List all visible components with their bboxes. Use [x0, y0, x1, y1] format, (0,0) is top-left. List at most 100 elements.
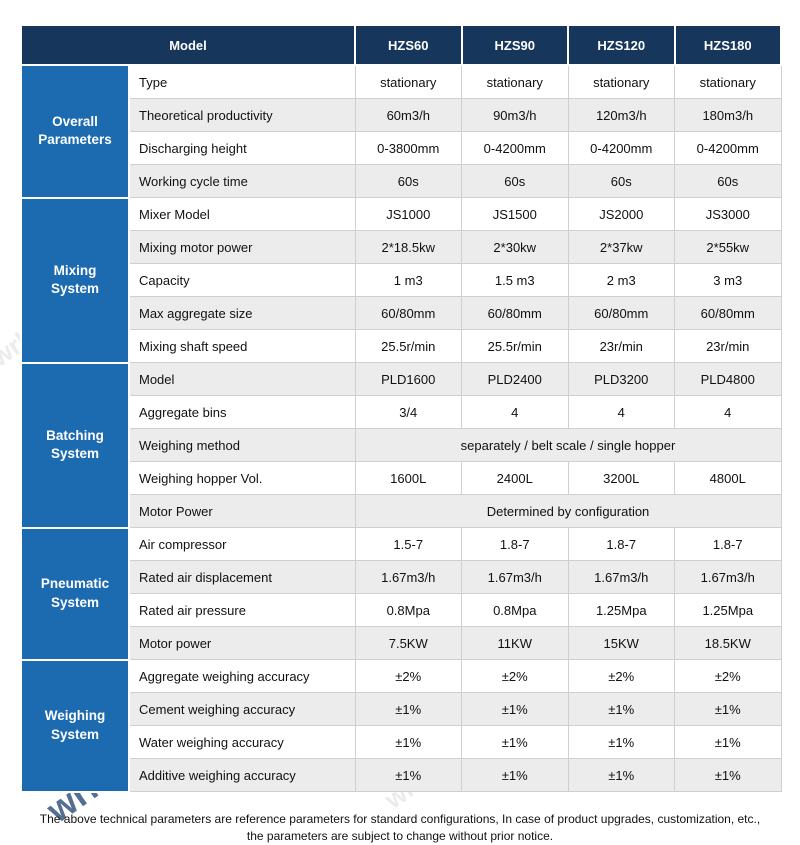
param-value: PLD2400: [462, 363, 569, 396]
param-label: Mixing motor power: [129, 231, 355, 264]
param-label: Working cycle time: [129, 165, 355, 198]
column-header-hzs60: HZS60: [355, 25, 462, 65]
param-value: 0-4200mm: [568, 132, 675, 165]
param-label: Cement weighing accuracy: [129, 693, 355, 726]
param-value: JS2000: [568, 198, 675, 231]
param-value: 60m3/h: [355, 99, 462, 132]
footer-note-line2: the parameters are subject to change wit…: [20, 828, 780, 845]
param-label: Max aggregate size: [129, 297, 355, 330]
param-value: 7.5KW: [355, 627, 462, 660]
param-value: ±1%: [462, 726, 569, 759]
param-label: Capacity: [129, 264, 355, 297]
param-value: stationary: [568, 65, 675, 99]
param-value: 1.67m3/h: [462, 561, 569, 594]
param-value: PLD3200: [568, 363, 675, 396]
table-row: Rated air displacement 1.67m3/h 1.67m3/h…: [21, 561, 781, 594]
param-value: stationary: [675, 65, 782, 99]
param-label: Additive weighing accuracy: [129, 759, 355, 792]
param-value: 0.8Mpa: [462, 594, 569, 627]
param-value-merged: separately / belt scale / single hopper: [355, 429, 781, 462]
param-value: JS1500: [462, 198, 569, 231]
param-value: JS1000: [355, 198, 462, 231]
param-value: 1.8-7: [462, 528, 569, 561]
param-label: Mixer Model: [129, 198, 355, 231]
table-row: Mixing motor power 2*18.5kw 2*30kw 2*37k…: [21, 231, 781, 264]
param-value: 3 m3: [675, 264, 782, 297]
param-value: ±1%: [568, 759, 675, 792]
param-label: Theoretical productivity: [129, 99, 355, 132]
table-row: Water weighing accuracy ±1% ±1% ±1% ±1%: [21, 726, 781, 759]
table-row: Discharging height 0-3800mm 0-4200mm 0-4…: [21, 132, 781, 165]
model-header-cell: Model: [21, 25, 355, 65]
table-row: Mixing System Mixer Model JS1000 JS1500 …: [21, 198, 781, 231]
param-value: ±2%: [462, 660, 569, 693]
param-value: 0-3800mm: [355, 132, 462, 165]
param-value: 2*55kw: [675, 231, 782, 264]
param-value: stationary: [462, 65, 569, 99]
param-label: Weighing method: [129, 429, 355, 462]
param-value: 0-4200mm: [462, 132, 569, 165]
param-value: 120m3/h: [568, 99, 675, 132]
param-value: 1.5-7: [355, 528, 462, 561]
table-row: Capacity 1 m3 1.5 m3 2 m3 3 m3: [21, 264, 781, 297]
param-value: 1600L: [355, 462, 462, 495]
param-value: 60/80mm: [675, 297, 782, 330]
param-value: 4: [462, 396, 569, 429]
param-value: 60/80mm: [355, 297, 462, 330]
footer-note-line1: The above technical parameters are refer…: [20, 811, 780, 828]
param-label: Motor power: [129, 627, 355, 660]
group-overall-parameters: Overall Parameters: [21, 65, 129, 198]
table-row: Max aggregate size 60/80mm 60/80mm 60/80…: [21, 297, 781, 330]
param-value: 1.5 m3: [462, 264, 569, 297]
param-label: Motor Power: [129, 495, 355, 528]
param-value: 3200L: [568, 462, 675, 495]
table-row: Mixing shaft speed 25.5r/min 25.5r/min 2…: [21, 330, 781, 363]
param-value: 1.25Mpa: [568, 594, 675, 627]
param-value: 0-4200mm: [675, 132, 782, 165]
param-value: 1.67m3/h: [355, 561, 462, 594]
table-row: Weighing System Aggregate weighing accur…: [21, 660, 781, 693]
param-label: Air compressor: [129, 528, 355, 561]
param-value: 60s: [462, 165, 569, 198]
param-value: 1.25Mpa: [675, 594, 782, 627]
param-value: 18.5KW: [675, 627, 782, 660]
spec-table: Model HZS60 HZS90 HZS120 HZS180 Overall …: [20, 24, 782, 793]
param-value: 0.8Mpa: [355, 594, 462, 627]
table-row: Motor power 7.5KW 11KW 15KW 18.5KW: [21, 627, 781, 660]
column-header-hzs180: HZS180: [675, 25, 782, 65]
group-mixing-system: Mixing System: [21, 198, 129, 363]
param-value: JS3000: [675, 198, 782, 231]
param-label: Water weighing accuracy: [129, 726, 355, 759]
param-value: 11KW: [462, 627, 569, 660]
param-value: 3/4: [355, 396, 462, 429]
param-value: 1.67m3/h: [675, 561, 782, 594]
table-row: Motor Power Determined by configuration: [21, 495, 781, 528]
table-row: Pneumatic System Air compressor 1.5-7 1.…: [21, 528, 781, 561]
param-label: Type: [129, 65, 355, 99]
param-label: Rated air pressure: [129, 594, 355, 627]
param-value: 60/80mm: [462, 297, 569, 330]
param-value: 2*30kw: [462, 231, 569, 264]
table-row: Working cycle time 60s 60s 60s 60s: [21, 165, 781, 198]
column-header-hzs120: HZS120: [568, 25, 675, 65]
param-value: 60s: [355, 165, 462, 198]
param-value-merged: Determined by configuration: [355, 495, 781, 528]
param-value: ±2%: [568, 660, 675, 693]
param-value: 2*18.5kw: [355, 231, 462, 264]
param-value: ±1%: [462, 759, 569, 792]
param-value: 25.5r/min: [462, 330, 569, 363]
param-value: 4: [568, 396, 675, 429]
param-value: 2400L: [462, 462, 569, 495]
param-label: Discharging height: [129, 132, 355, 165]
param-value: ±1%: [355, 693, 462, 726]
param-value: ±1%: [675, 726, 782, 759]
param-value: 23r/min: [675, 330, 782, 363]
param-value: stationary: [355, 65, 462, 99]
param-value: ±1%: [675, 693, 782, 726]
table-row: Overall Parameters Type stationary stati…: [21, 65, 781, 99]
param-value: 1 m3: [355, 264, 462, 297]
column-header-hzs90: HZS90: [462, 25, 569, 65]
table-row: Weighing method separately / belt scale …: [21, 429, 781, 462]
param-value: ±1%: [355, 759, 462, 792]
footer-note: The above technical parameters are refer…: [20, 811, 780, 845]
